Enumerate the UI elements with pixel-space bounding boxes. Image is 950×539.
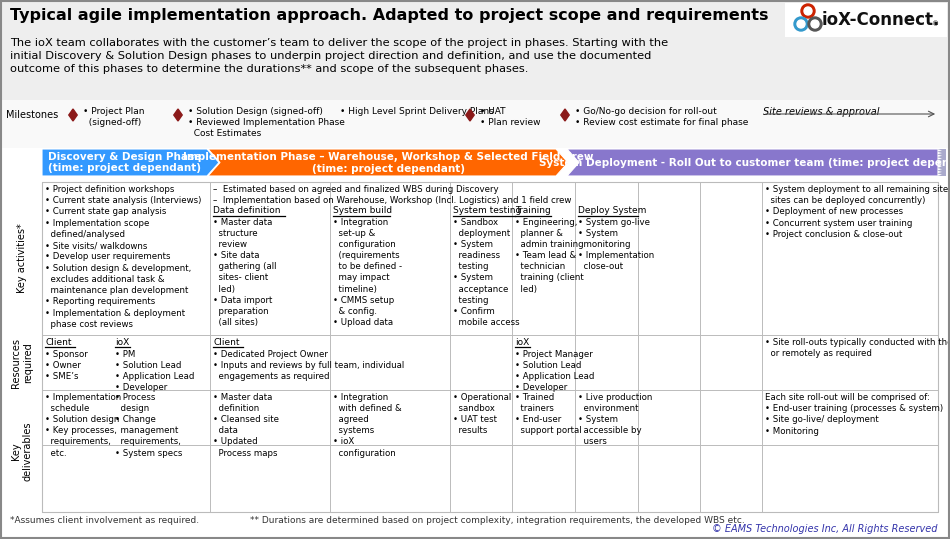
Text: ®: ® bbox=[932, 21, 940, 27]
Circle shape bbox=[811, 20, 819, 28]
Circle shape bbox=[794, 17, 808, 31]
Text: • PM
• Solution Lead
• Application Lead
• Developer: • PM • Solution Lead • Application Lead … bbox=[115, 350, 195, 392]
Text: • Sandbox
  deployment
• System
  readiness
  testing
• System
  acceptance
  te: • Sandbox deployment • System readiness … bbox=[453, 218, 520, 327]
Text: System testing: System testing bbox=[453, 206, 522, 215]
Circle shape bbox=[804, 7, 812, 15]
Text: • Integration
  set-up &
  configuration
  (requirements
  to be defined -
  may: • Integration set-up & configuration (re… bbox=[333, 218, 402, 327]
Bar bbox=[0, 0, 950, 100]
Text: Each site roll-out will be comprised of:
• End-user training (processes & system: Each site roll-out will be comprised of:… bbox=[765, 393, 943, 436]
Text: • Master data
  definition
• Cleansed site
  data
• Updated
  Process maps: • Master data definition • Cleansed site… bbox=[213, 393, 279, 458]
Text: ioX: ioX bbox=[115, 338, 129, 347]
Text: • Engineering,
  planner &
  admin training
• Team lead &
  technician
  trainin: • Engineering, planner & admin training … bbox=[515, 218, 583, 294]
Polygon shape bbox=[560, 109, 569, 121]
Text: • Sponsor
• Owner
• SME’s: • Sponsor • Owner • SME’s bbox=[45, 350, 87, 381]
Text: • Project Manager
• Solution Lead
• Application Lead
• Developer: • Project Manager • Solution Lead • Appl… bbox=[515, 350, 595, 392]
Text: Milestones: Milestones bbox=[6, 110, 58, 120]
Text: • Live production
  environment
• System
  accessible by
  users: • Live production environment • System a… bbox=[578, 393, 653, 446]
Bar bbox=[42, 182, 938, 512]
Text: • Site roll-outs typically conducted with the support of ioX Solution lead on-si: • Site roll-outs typically conducted wit… bbox=[765, 338, 950, 358]
Text: Client: Client bbox=[213, 338, 239, 347]
Text: • Project definition workshops
• Current state analysis (Interviews)
• Current s: • Project definition workshops • Current… bbox=[45, 185, 201, 329]
Polygon shape bbox=[567, 149, 938, 176]
Circle shape bbox=[797, 20, 805, 28]
Text: *Assumes client involvement as required.: *Assumes client involvement as required. bbox=[10, 516, 199, 525]
Text: • High Level Sprint Delivery Plans: • High Level Sprint Delivery Plans bbox=[340, 107, 494, 116]
Bar bbox=[0, 100, 950, 148]
Text: • Project Plan
  (signed-off): • Project Plan (signed-off) bbox=[83, 107, 144, 127]
Text: • Implementation
  schedule
• Solution design
• Key processes,
  requirements,
 : • Implementation schedule • Solution des… bbox=[45, 393, 122, 458]
Text: © EAMS Technologies Inc, All Rights Reserved: © EAMS Technologies Inc, All Rights Rese… bbox=[712, 524, 938, 534]
Text: The ioX team collaborates with the customer’s team to deliver the scope of the p: The ioX team collaborates with the custo… bbox=[10, 38, 668, 48]
Text: • Solution Design (signed-off)
• Reviewed Implementation Phase
  Cost Estimates: • Solution Design (signed-off) • Reviewe… bbox=[188, 107, 345, 137]
Text: Implementation Phase – Warehouse, Workshop & Selected Field Crew
(time: project : Implementation Phase – Warehouse, Worksh… bbox=[182, 151, 593, 174]
Polygon shape bbox=[466, 109, 474, 121]
Text: • System go-live
• System
  monitoring
• Implementation
  close-out: • System go-live • System monitoring • I… bbox=[578, 218, 655, 272]
Text: • UAT
• Plan review: • UAT • Plan review bbox=[480, 107, 541, 127]
Text: Site reviews & approval: Site reviews & approval bbox=[763, 107, 880, 117]
Text: System Deployment - Roll Out to customer team (time: project dependant): System Deployment - Roll Out to customer… bbox=[539, 157, 950, 168]
Text: Training: Training bbox=[515, 206, 551, 215]
Text: • Operational
  sandbox
• UAT test
  results: • Operational sandbox • UAT test results bbox=[453, 393, 511, 436]
Text: • Integration
  with defined &
  agreed
  systems
• ioX
  configuration: • Integration with defined & agreed syst… bbox=[333, 393, 402, 458]
Polygon shape bbox=[174, 109, 182, 121]
Text: –  Estimated based on agreed and finalized WBS during Discovery
–  Implementatio: – Estimated based on agreed and finalize… bbox=[213, 185, 571, 205]
Text: Deploy System: Deploy System bbox=[578, 206, 646, 215]
Circle shape bbox=[808, 17, 822, 31]
Text: ioX: ioX bbox=[515, 338, 529, 347]
Polygon shape bbox=[68, 109, 77, 121]
Text: ioX-Connect.: ioX-Connect. bbox=[822, 11, 940, 29]
Text: • Dedicated Project Owner
• Inputs and reviews by full team, individual
  engage: • Dedicated Project Owner • Inputs and r… bbox=[213, 350, 405, 381]
Polygon shape bbox=[937, 149, 946, 176]
Text: outcome of this phases to determine the durations** and scope of the subsequent : outcome of this phases to determine the … bbox=[10, 64, 528, 74]
Polygon shape bbox=[42, 149, 219, 176]
Text: Resources
required: Resources required bbox=[11, 337, 33, 388]
Text: Key
deliverables: Key deliverables bbox=[11, 421, 33, 481]
Text: System build: System build bbox=[333, 206, 392, 215]
Text: Client: Client bbox=[45, 338, 71, 347]
Text: • Go/No-go decision for roll-out
• Review cost estimate for final phase: • Go/No-go decision for roll-out • Revie… bbox=[575, 107, 749, 127]
Text: Discovery & Design Phase
(time: project dependant): Discovery & Design Phase (time: project … bbox=[48, 151, 201, 174]
Text: ** Durations are determined based on project complexity, integration requirement: ** Durations are determined based on pro… bbox=[250, 516, 745, 525]
Text: • Trained
  trainers
• End-user
  support portal: • Trained trainers • End-user support po… bbox=[515, 393, 581, 436]
Text: initial Discovery & Solution Design phases to underpin project direction and def: initial Discovery & Solution Design phas… bbox=[10, 51, 652, 61]
Polygon shape bbox=[208, 149, 568, 176]
Bar bbox=[785, 3, 947, 37]
Text: • System deployment to all remaining sites, including mobile solution (multiple
: • System deployment to all remaining sit… bbox=[765, 185, 950, 239]
Text: Typical agile implementation approach. Adapted to project scope and requirements: Typical agile implementation approach. A… bbox=[10, 8, 769, 23]
Text: Key activities*: Key activities* bbox=[17, 224, 27, 293]
Circle shape bbox=[801, 4, 815, 18]
Text: Data definition: Data definition bbox=[213, 206, 280, 215]
Text: • Process
  design
• Change
  management
  requirements,
• System specs: • Process design • Change management req… bbox=[115, 393, 182, 458]
Text: • Master data
  structure
  review
• Site data
  gathering (all
  sites- client
: • Master data structure review • Site da… bbox=[213, 218, 276, 327]
